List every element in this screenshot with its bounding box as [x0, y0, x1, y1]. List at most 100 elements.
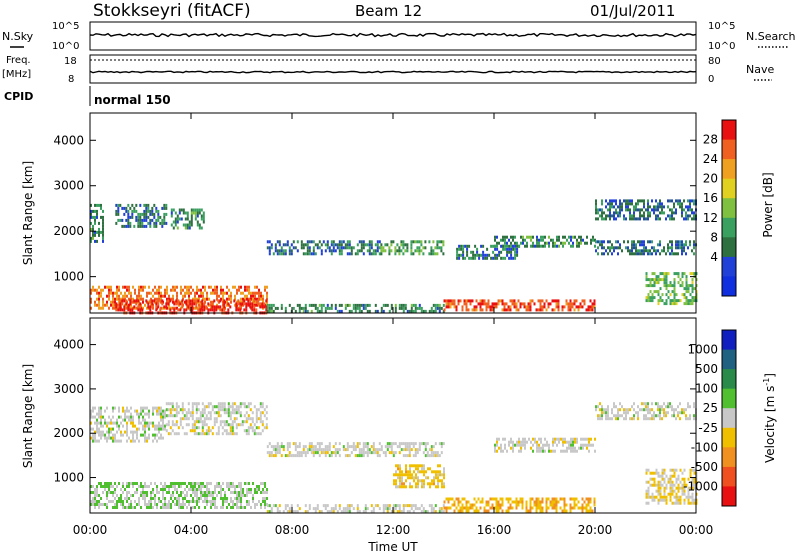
- velocity-cell: [233, 408, 236, 412]
- power-cell: [491, 305, 494, 309]
- velocity-cell: [136, 430, 138, 434]
- velocity-cell: [112, 500, 114, 503]
- velocity-cell: [522, 443, 524, 447]
- velocity-cell: [537, 497, 540, 501]
- velocity-cell: [240, 491, 242, 494]
- velocity-cell: [405, 470, 407, 474]
- velocity-cell: [128, 506, 130, 509]
- velocity-cell: [687, 489, 690, 493]
- power-cell: [392, 240, 395, 244]
- power-cell: [155, 224, 158, 228]
- velocity-cell: [178, 494, 180, 497]
- power-cell: [438, 246, 441, 250]
- power-cell: [147, 215, 150, 219]
- power-cell: [544, 244, 546, 248]
- velocity-cell: [691, 468, 694, 472]
- velocity-cell: [245, 420, 248, 424]
- velocity-cell: [96, 418, 98, 422]
- power-cell: [123, 224, 126, 228]
- velocity-cell: [671, 480, 674, 484]
- velocity-cell: [366, 448, 369, 452]
- power-cell: [344, 243, 347, 247]
- power-cell: [490, 256, 493, 260]
- power-cell: [332, 249, 335, 253]
- velocity-cell: [152, 439, 154, 443]
- velocity-cell: [405, 467, 407, 471]
- nave-label: Nave: [746, 63, 774, 76]
- power-cell: [288, 252, 291, 256]
- x-tick-label: 16:00: [477, 523, 512, 537]
- velocity-cell: [502, 437, 504, 441]
- power-cell: [679, 205, 681, 209]
- power-cell: [400, 303, 403, 307]
- velocity-cell: [246, 488, 248, 491]
- power-cell: [495, 305, 498, 309]
- power-cell: [131, 215, 134, 219]
- power-cell: [623, 199, 625, 203]
- power-cell: [117, 212, 120, 216]
- power-cell: [158, 288, 160, 292]
- power-cell: [264, 285, 266, 289]
- velocity-cell: [403, 485, 405, 489]
- velocity-cell: [180, 491, 182, 494]
- velocity-cell: [92, 485, 94, 488]
- power-cell: [181, 305, 184, 309]
- velocity-cell: [324, 454, 327, 458]
- power-cell: [522, 241, 524, 245]
- velocity-cell: [330, 451, 333, 455]
- velocity-cell: [539, 500, 542, 504]
- velocity-cell: [148, 506, 150, 509]
- power-cell: [691, 299, 694, 303]
- velocity-cell: [134, 430, 136, 434]
- power-cell: [180, 306, 182, 310]
- velocity-cell: [426, 510, 429, 514]
- velocity-cell: [677, 411, 679, 415]
- velocity-cell: [445, 509, 448, 513]
- power-cell: [554, 244, 556, 248]
- power-cell: [420, 243, 423, 247]
- power-cell: [98, 291, 100, 295]
- power-cell: [524, 238, 526, 242]
- power-cell: [685, 217, 687, 221]
- velocity-cell: [645, 501, 648, 505]
- velocity-cell: [594, 449, 596, 453]
- power-cell: [462, 256, 465, 260]
- power-cell: [466, 250, 469, 254]
- velocity-cell: [412, 504, 415, 508]
- power-cell: [166, 297, 168, 301]
- velocity-cell: [514, 443, 516, 447]
- power-cell: [121, 206, 124, 210]
- velocity-cell: [165, 414, 168, 418]
- velocity-cell: [657, 492, 660, 496]
- velocity-cell: [268, 510, 271, 514]
- velocity-cell: [328, 454, 331, 458]
- power-cell: [240, 297, 242, 301]
- power-cell: [679, 246, 681, 250]
- velocity-cell: [576, 437, 578, 441]
- power-cell: [119, 218, 122, 222]
- velocity-cell: [136, 427, 138, 431]
- power-cell: [499, 299, 502, 303]
- velocity-cell: [94, 491, 96, 494]
- velocity-cell: [144, 494, 146, 497]
- velocity-cell: [179, 417, 182, 421]
- velocity-cell: [201, 423, 204, 427]
- velocity-cell: [427, 482, 429, 486]
- power-cell: [629, 199, 631, 203]
- velocity-cell: [136, 488, 138, 491]
- velocity-cell: [162, 424, 164, 428]
- power-cell: [631, 246, 633, 250]
- velocity-cell: [402, 442, 405, 446]
- colorbar-tick-label: 100: [695, 382, 718, 396]
- velocity-cell: [681, 486, 684, 490]
- power-cell: [142, 297, 144, 301]
- velocity-cell: [205, 417, 208, 421]
- power-cell: [508, 238, 510, 242]
- power-cell: [679, 199, 681, 203]
- velocity-cell: [194, 482, 196, 485]
- power-cell: [211, 302, 214, 306]
- velocity-cell: [429, 467, 431, 471]
- velocity-cell: [378, 442, 381, 446]
- velocity-cell: [112, 433, 114, 437]
- velocity-cell: [255, 414, 258, 418]
